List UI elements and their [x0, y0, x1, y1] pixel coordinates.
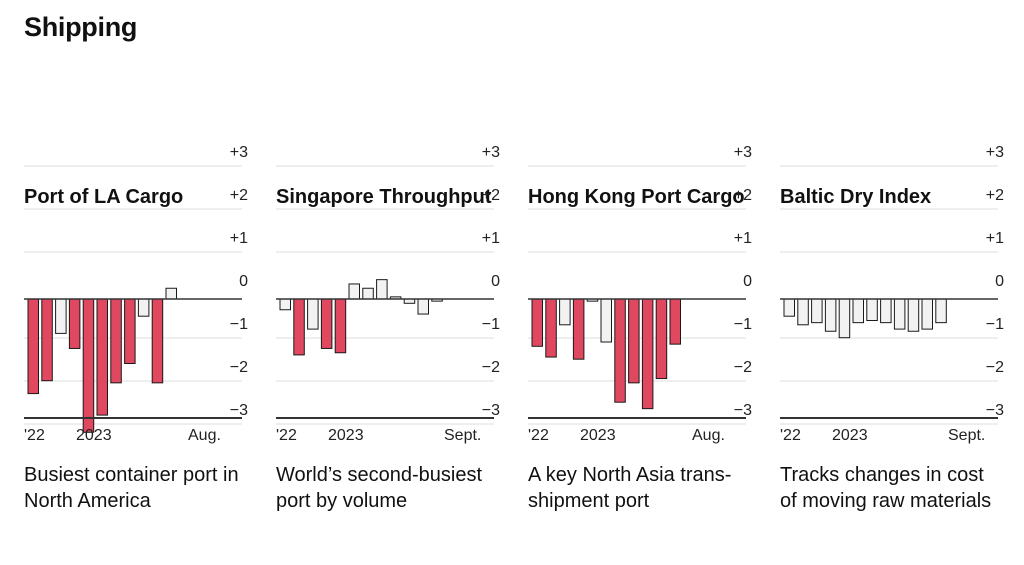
y-tick-label: −3 — [230, 402, 248, 419]
bar — [893, 298, 906, 330]
bar — [852, 298, 864, 324]
x-tick-label: Sept. — [444, 427, 481, 444]
y-tick-label: −2 — [986, 359, 1004, 376]
bar — [811, 298, 823, 324]
y-tick-label: 0 — [995, 273, 1004, 290]
x-tick-label: 2023 — [328, 427, 364, 444]
x-tick-label: 2023 — [76, 427, 112, 444]
bar — [279, 298, 291, 311]
bar — [600, 298, 612, 343]
bar — [531, 298, 543, 347]
y-tick-label: +1 — [482, 230, 500, 247]
x-tick-label: '22 — [780, 427, 801, 444]
y-tick-label: +2 — [734, 187, 752, 204]
y-tick-label: −1 — [986, 316, 1004, 333]
bar — [935, 298, 947, 324]
y-tick-label: +2 — [482, 187, 500, 204]
bar — [27, 298, 39, 395]
chart-description: World’s second-busiest port by volume — [276, 464, 483, 512]
bar — [307, 298, 319, 330]
x-tick-label: '22 — [528, 427, 549, 444]
x-tick-label: 2023 — [832, 427, 868, 444]
y-tick-label: −3 — [986, 402, 1004, 419]
y-tick-label: +3 — [482, 144, 500, 161]
chart-title: Port of LA Cargo — [24, 186, 184, 208]
bar — [417, 298, 429, 315]
chart-panel-baltic-dry: Baltic Dry Index +3 +2 +1 0 −1 −2 −3 '22 2023 Sep… — [780, 80, 1006, 550]
bar — [545, 298, 557, 358]
bar — [41, 298, 53, 382]
bar — [96, 298, 108, 416]
bar — [137, 298, 150, 317]
bar — [669, 298, 681, 345]
y-tick-label: −2 — [734, 359, 752, 376]
bar — [151, 298, 164, 384]
chart-title: Hong Kong Port Cargo — [528, 186, 745, 208]
y-tick-label: +2 — [230, 187, 248, 204]
x-tick-label: Aug. — [188, 427, 221, 444]
y-tick-label: −3 — [734, 402, 752, 419]
chart-panel-singapore: Singapore Throughput +3 +2 +1 0 −1 −2 −3 '22 202… — [276, 80, 502, 550]
bar — [880, 298, 892, 324]
chart-description: Tracks changes in cost of moving raw mat… — [780, 464, 992, 512]
y-tick-label: −1 — [734, 316, 752, 333]
bar — [614, 298, 626, 403]
bar — [82, 298, 95, 433]
y-tick-label: 0 — [491, 273, 500, 290]
bar — [907, 298, 920, 332]
y-tick-label: +3 — [734, 144, 752, 161]
bar-chart: +3 +2 +1 0 −1 −2 −3 '22 2023 Aug. — [24, 144, 248, 444]
bar — [362, 287, 374, 300]
bar — [110, 298, 122, 384]
bar — [838, 298, 851, 339]
y-tick-label: +1 — [986, 230, 1004, 247]
bar — [68, 298, 81, 349]
bar — [376, 279, 388, 300]
chart-panel-port-of-la: Port of LA Cargo +3 +2 +1 0 −1 −2 −3 '22 2023 Aug… — [24, 80, 250, 550]
bar — [165, 287, 177, 300]
bar — [559, 298, 571, 326]
y-tick-label: 0 — [743, 273, 752, 290]
y-tick-label: −1 — [482, 316, 500, 333]
chart-description: A key North Asia trans-shipment port — [528, 464, 732, 512]
y-tick-label: −2 — [230, 359, 248, 376]
y-tick-label: +3 — [986, 144, 1004, 161]
bar — [628, 298, 640, 384]
bar — [320, 298, 333, 349]
bar — [334, 298, 347, 354]
y-tick-label: +1 — [734, 230, 752, 247]
bar-chart: +3 +2 +1 0 −1 −2 −3 '22 2023 Aug. — [528, 144, 752, 444]
y-tick-label: −1 — [230, 316, 248, 333]
bar — [655, 298, 668, 380]
bar-chart: +3 +2 +1 0 −1 −2 −3 '22 2023 Sept. — [780, 144, 1004, 444]
x-tick-label: 2023 — [580, 427, 616, 444]
bar — [783, 298, 795, 317]
y-tick-label: −3 — [482, 402, 500, 419]
bar — [824, 298, 837, 332]
x-tick-label: Aug. — [692, 427, 725, 444]
bar — [293, 298, 305, 356]
y-tick-label: +2 — [986, 187, 1004, 204]
chart-title: Singapore Throughput — [276, 186, 492, 208]
chart-title: Baltic Dry Index — [780, 186, 932, 208]
y-tick-label: +3 — [230, 144, 248, 161]
x-tick-label: '22 — [24, 427, 45, 444]
bar — [641, 298, 654, 410]
bar-chart: +3 +2 +1 0 −1 −2 −3 '22 2023 Sept. — [276, 144, 500, 444]
chart-panel-hong-kong: Hong Kong Port Cargo +3 +2 +1 0 −1 −2 −3 '22 202… — [528, 80, 754, 550]
y-tick-label: −2 — [482, 359, 500, 376]
bar — [124, 298, 136, 364]
bar — [921, 298, 933, 330]
bar — [55, 298, 67, 334]
bar — [348, 283, 360, 300]
y-tick-label: +1 — [230, 230, 248, 247]
chart-description: Busiest container port in North America — [24, 464, 239, 512]
y-tick-label: 0 — [239, 273, 248, 290]
bar — [572, 298, 585, 360]
x-tick-label: '22 — [276, 427, 297, 444]
bar — [866, 298, 878, 321]
bar — [797, 298, 809, 326]
page-title: Shipping — [24, 12, 138, 42]
x-tick-label: Sept. — [948, 427, 985, 444]
